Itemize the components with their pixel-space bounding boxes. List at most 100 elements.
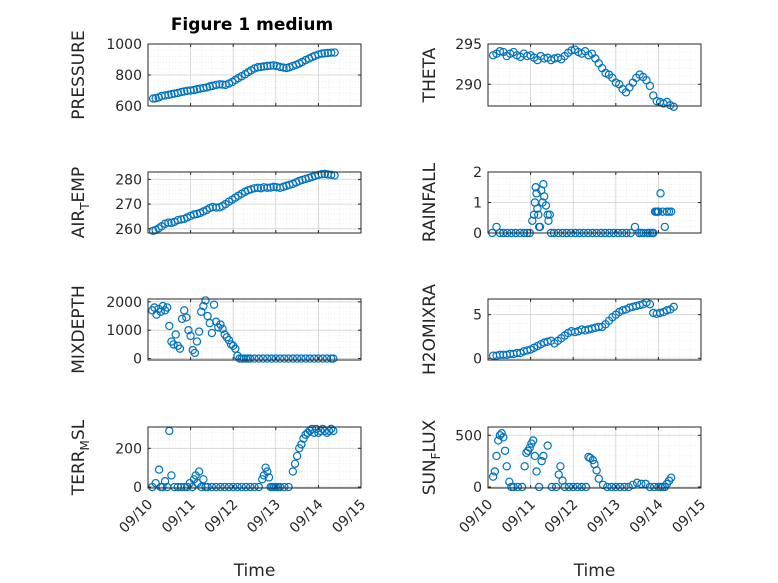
data-point <box>160 477 170 486</box>
data-point <box>495 47 505 56</box>
data-point <box>329 354 338 363</box>
data-point <box>654 207 663 216</box>
data-point <box>171 330 180 339</box>
data-point <box>246 354 255 363</box>
data-point <box>669 102 678 112</box>
y-tick-label: 290 <box>455 77 482 93</box>
data-point <box>194 327 204 336</box>
y-axis-label: THETA <box>420 47 440 103</box>
y-axis-label: SUNFLUX <box>420 419 443 495</box>
subplot-5: 0 1000 2000 MIXDEPTH <box>69 285 362 374</box>
axes-box <box>487 43 702 107</box>
data-point <box>539 179 548 189</box>
y-axis-label-part: LUX <box>420 419 440 452</box>
data-point <box>211 317 221 326</box>
axes-box <box>147 171 362 234</box>
data-point <box>314 50 323 59</box>
y-tick-label: 260 <box>115 222 142 238</box>
y-tick-label: 1 <box>473 196 482 212</box>
x-axis-label: Time <box>573 561 616 581</box>
data-point <box>165 321 174 331</box>
data-point <box>263 467 272 476</box>
y-tick-label: 0 <box>473 480 482 496</box>
data-point <box>203 482 212 492</box>
data-point <box>241 482 251 492</box>
data-point <box>564 482 574 492</box>
data-point <box>156 307 165 316</box>
y-tick-label: 200 <box>115 441 142 457</box>
data-point <box>326 170 336 180</box>
data-point <box>314 170 323 180</box>
data-point <box>228 482 238 492</box>
data-point <box>530 451 540 461</box>
data-point <box>318 354 327 363</box>
data-point <box>534 482 544 492</box>
y-axis-label-subscript: F <box>429 452 443 459</box>
data-point <box>162 303 172 312</box>
axes-box <box>487 298 702 361</box>
data-point <box>534 210 543 219</box>
data-point <box>160 91 170 100</box>
data-point <box>253 63 263 72</box>
data-point <box>264 473 274 482</box>
axes-box <box>147 298 362 361</box>
data-point <box>192 85 202 94</box>
y-axis-label-subscript: M <box>78 440 92 450</box>
data-point <box>532 467 541 476</box>
data-point <box>284 354 293 363</box>
y-tick-label: 280 <box>115 172 142 188</box>
data-point <box>554 470 563 479</box>
data-point <box>637 479 646 489</box>
data-point <box>666 207 676 216</box>
data-point <box>275 62 285 72</box>
data-point <box>490 467 500 476</box>
data-point <box>177 314 187 324</box>
data-point <box>528 436 538 445</box>
data-point <box>175 344 185 353</box>
y-tick-label: 295 <box>455 37 482 53</box>
data-point <box>266 61 275 70</box>
data-point <box>211 80 221 90</box>
data-point <box>488 472 498 481</box>
data-point <box>603 482 612 492</box>
data-point <box>263 183 272 193</box>
data-point <box>660 222 669 232</box>
data-point <box>322 354 332 363</box>
data-point <box>271 354 280 363</box>
data-point <box>279 63 288 72</box>
data-point <box>258 354 268 363</box>
data-point <box>326 424 336 434</box>
data-point <box>164 90 173 100</box>
data-point <box>177 215 186 224</box>
y-axis-label: H2OMIXRA <box>420 284 440 375</box>
data-point <box>509 482 518 492</box>
y-axis-label: RAINFALL <box>420 162 440 242</box>
y-axis-label: AIRTEMP <box>69 167 92 238</box>
y-axis-label-subscript: T <box>78 202 92 211</box>
data-point <box>152 310 161 319</box>
data-point <box>275 354 285 363</box>
data-point <box>167 471 176 480</box>
data-point <box>615 482 625 492</box>
data-point <box>263 354 272 363</box>
data-point <box>551 482 561 492</box>
data-point <box>535 222 545 232</box>
y-axis-label: TERRMSL <box>69 419 92 496</box>
data-point <box>500 446 510 455</box>
data-point <box>207 328 217 338</box>
data-point <box>246 482 255 492</box>
data-point <box>250 184 259 193</box>
data-point <box>513 482 523 492</box>
data-point <box>620 482 629 492</box>
data-point <box>256 62 266 72</box>
data-point <box>573 482 582 492</box>
data-point <box>199 301 208 311</box>
data-point <box>543 441 552 450</box>
data-point <box>624 482 633 492</box>
data-point <box>658 207 667 216</box>
data-point <box>656 189 665 198</box>
data-point <box>250 354 259 363</box>
data-point <box>233 482 242 492</box>
data-point <box>154 465 164 474</box>
data-point <box>611 482 621 492</box>
